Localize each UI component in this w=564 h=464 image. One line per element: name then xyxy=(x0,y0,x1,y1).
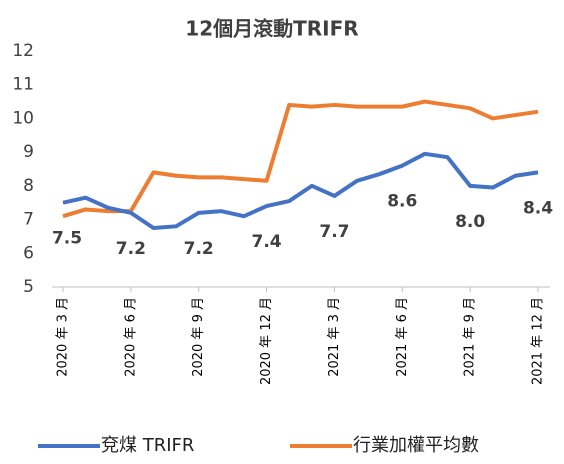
y-tick-label: 9 xyxy=(23,142,34,162)
x-tick-label: 2020 年 6 月 xyxy=(123,297,138,377)
data-label: 8.0 xyxy=(455,212,485,232)
y-tick-label: 10 xyxy=(12,108,34,128)
data-label: 7.2 xyxy=(116,239,146,259)
y-tick-label: 12 xyxy=(12,41,34,61)
data-label: 7.4 xyxy=(252,232,282,252)
x-tick-label: 2021 年 12 月 xyxy=(531,297,546,385)
series-line xyxy=(62,99,539,219)
y-tick-label: 8 xyxy=(23,176,34,196)
x-tick-label: 2020 年 9 月 xyxy=(191,297,206,377)
data-label: 8.6 xyxy=(387,192,417,212)
legend-label: 行業加權平均數 xyxy=(353,435,479,456)
x-tick-label: 2020 年 3 月 xyxy=(56,297,71,377)
chart-title: 12個月滾動TRIFR xyxy=(185,17,358,41)
y-tick-label: 7 xyxy=(23,210,34,230)
x-tick-label: 2020 年 12 月 xyxy=(259,297,274,385)
y-tick-label: 6 xyxy=(23,243,34,263)
data-label: 7.5 xyxy=(52,229,82,249)
x-tick-label: 2021 年 9 月 xyxy=(463,297,478,377)
data-label: 7.2 xyxy=(184,239,214,259)
y-tick-label: 5 xyxy=(23,277,34,297)
legend-label: 兗煤 TRIFR xyxy=(101,435,194,456)
series-line xyxy=(62,151,539,230)
data-label: 7.7 xyxy=(319,222,349,242)
data-label: 8.4 xyxy=(523,198,553,218)
x-tick-label: 2021 年 6 月 xyxy=(395,297,410,377)
x-tick-label: 2021 年 3 月 xyxy=(327,297,342,377)
y-tick-label: 11 xyxy=(12,75,34,95)
